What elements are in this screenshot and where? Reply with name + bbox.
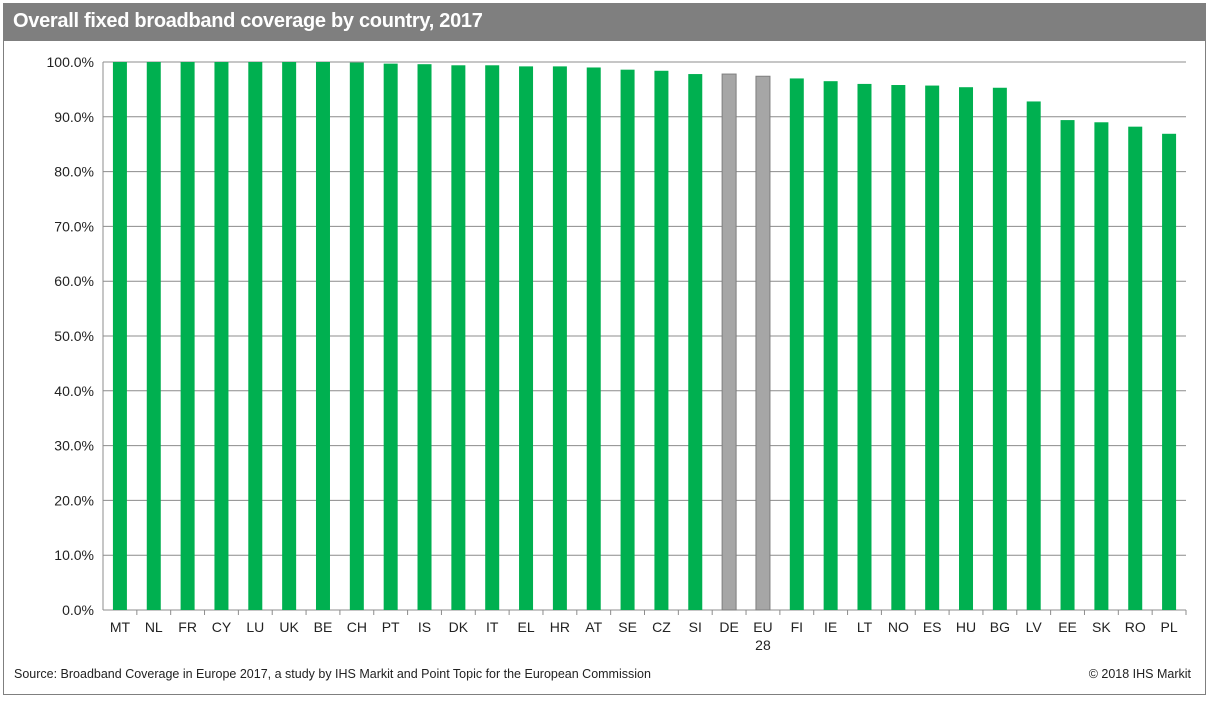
- x-tick-label: EU: [753, 619, 772, 635]
- bar-se: [620, 69, 635, 610]
- x-tick-label: NL: [145, 619, 163, 635]
- bar-cz: [654, 70, 669, 610]
- x-tick-label: 28: [755, 637, 771, 653]
- x-tick-label: CH: [347, 619, 367, 635]
- x-tick-label: IE: [824, 619, 837, 635]
- bar-is: [417, 64, 432, 610]
- bar-fr: [180, 62, 195, 610]
- bar-ee: [1060, 120, 1075, 610]
- x-tick-label: LT: [857, 619, 873, 635]
- x-tick-label: LV: [1026, 619, 1043, 635]
- y-tick-label: 30.0%: [54, 438, 94, 454]
- x-tick-label: UK: [279, 619, 299, 635]
- y-tick-label: 80.0%: [54, 164, 94, 180]
- bar-dk: [451, 65, 466, 610]
- y-tick-label: 20.0%: [54, 492, 94, 508]
- y-tick-label: 100.0%: [47, 54, 94, 70]
- x-tick-label: IT: [486, 619, 499, 635]
- bar-it: [485, 65, 500, 610]
- copyright-note: © 2018 IHS Markit: [1088, 667, 1191, 681]
- bar-nl: [146, 62, 161, 610]
- x-tick-label: ES: [923, 619, 942, 635]
- x-tick-label: EE: [1058, 619, 1077, 635]
- bar-ie: [823, 81, 838, 611]
- bar-mt: [112, 62, 127, 610]
- bar-lu: [248, 62, 263, 610]
- x-tick-label: SE: [618, 619, 637, 635]
- y-tick-label: 50.0%: [54, 328, 94, 344]
- y-tick-label: 10.0%: [54, 547, 94, 563]
- bar-at: [586, 67, 601, 611]
- bar-hr: [552, 66, 567, 610]
- x-tick-label: HU: [956, 619, 976, 635]
- title-bar: Overall fixed broadband coverage by coun…: [4, 4, 1205, 41]
- x-tick-label: AT: [585, 619, 602, 635]
- x-tick-label: PT: [382, 619, 400, 635]
- x-tick-label: IS: [418, 619, 431, 635]
- bar-es: [925, 85, 940, 610]
- x-tick-label: BG: [990, 619, 1010, 635]
- bar-no: [891, 85, 906, 611]
- bar-be: [315, 62, 330, 610]
- x-tick-label: SI: [689, 619, 702, 635]
- source-note: Source: Broadband Coverage in Europe 201…: [14, 667, 651, 681]
- x-tick-label: DE: [719, 619, 738, 635]
- bar-ch: [349, 62, 364, 611]
- bar-fi: [789, 78, 804, 610]
- y-tick-label: 90.0%: [54, 109, 94, 125]
- bar-pl: [1162, 133, 1177, 610]
- bar-uk: [282, 62, 297, 610]
- x-tick-label: CZ: [652, 619, 671, 635]
- y-tick-label: 0.0%: [62, 602, 94, 618]
- bar-de: [721, 73, 737, 611]
- x-tick-label: NO: [888, 619, 909, 635]
- bar-bg: [992, 87, 1007, 611]
- y-tick-label: 60.0%: [54, 273, 94, 289]
- bar-pt: [383, 63, 398, 611]
- y-tick-label: 40.0%: [54, 383, 94, 399]
- x-tick-label: SK: [1092, 619, 1111, 635]
- x-tick-label: EL: [517, 619, 534, 635]
- x-tick-label: RO: [1125, 619, 1146, 635]
- x-tick-label: FI: [791, 619, 803, 635]
- y-tick-label: 70.0%: [54, 218, 94, 234]
- bar-lv: [1026, 101, 1041, 611]
- bar-hu: [959, 87, 974, 610]
- x-tick-label: CY: [212, 619, 232, 635]
- x-tick-label: DK: [449, 619, 469, 635]
- chart-title: Overall fixed broadband coverage by coun…: [13, 10, 483, 32]
- bar-sk: [1094, 122, 1109, 610]
- x-tick-label: LU: [246, 619, 264, 635]
- x-tick-label: PL: [1161, 619, 1178, 635]
- bar-si: [688, 74, 703, 610]
- bar-cy: [214, 62, 229, 610]
- x-tick-label: MT: [110, 619, 131, 635]
- x-tick-label: BE: [314, 619, 333, 635]
- bar-eu-28: [755, 75, 771, 611]
- bar-lt: [857, 83, 872, 611]
- bar-el: [519, 66, 534, 610]
- x-tick-label: FR: [178, 619, 197, 635]
- bar-ro: [1128, 126, 1143, 610]
- x-tick-label: HR: [550, 619, 570, 635]
